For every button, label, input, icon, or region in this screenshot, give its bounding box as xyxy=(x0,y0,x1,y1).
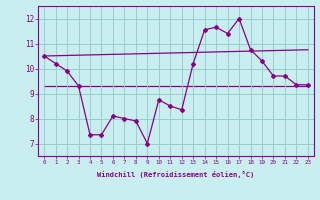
X-axis label: Windchill (Refroidissement éolien,°C): Windchill (Refroidissement éolien,°C) xyxy=(97,171,255,178)
